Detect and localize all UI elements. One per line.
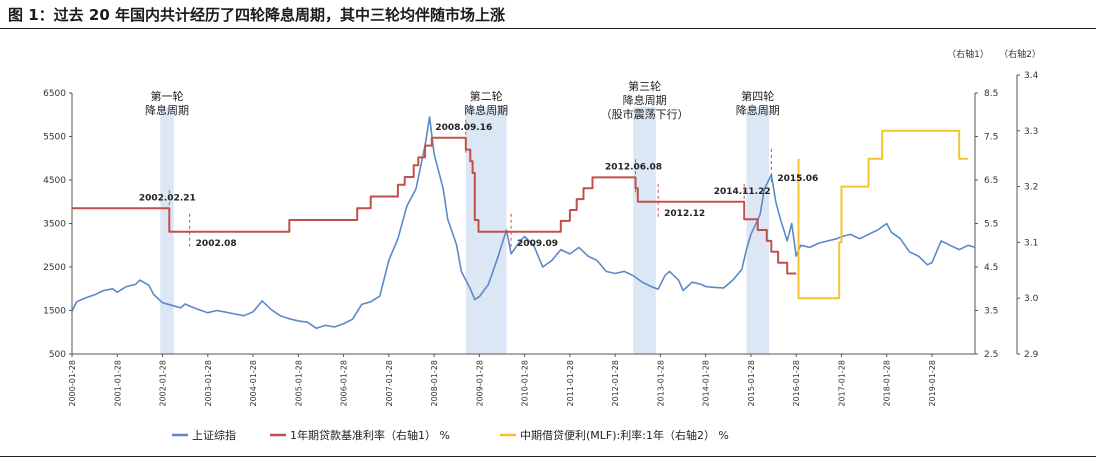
y-right1-axis-label: （右轴1） [947,48,989,60]
y-left-tick-label: 6500 [43,89,66,99]
annotation-label: 2015.06 [777,174,818,184]
cycle-bands [160,107,770,354]
x-tick-label: 2017-01-28 [837,360,846,407]
y-right1-tick-label: 5.5 [984,220,998,230]
legend-label: 上证综指 [192,428,236,442]
x-tick-label: 2003-01-28 [204,360,213,407]
x-tick-label: 2006-01-28 [340,360,349,407]
x-tick-label: 2011-01-28 [566,360,575,407]
series-line-2 [72,136,797,275]
cycle-label: 第二轮 [470,89,503,103]
x-tick-label: 2008-01-28 [430,360,439,407]
cycle-label: 降息周期 [736,103,780,117]
legend-label: 中期借贷便利(MLF):利率:1年（右轴2） % [520,428,729,442]
annotation-label: 2002.08 [196,239,237,249]
x-tick-label: 2012-01-28 [611,360,620,407]
cycle-label: 降息周期 [145,103,189,117]
y-left-tick-label: 3500 [43,220,66,230]
x-tick-label: 2005-01-28 [294,360,303,407]
y-left-tick-label: 2500 [43,263,66,273]
y-right1-tick-label: 7.5 [984,133,998,143]
x-tick-label: 2002-01-28 [159,360,168,407]
y-left-tick-label: 4500 [43,176,66,186]
y-left-tick-label: 5500 [43,133,66,143]
cycle-band [160,107,174,354]
annotation-label: 2002.02.21 [139,193,196,203]
annotation-label: 2014.11.22 [714,187,771,197]
legend-label: 1年期贷款基准利率（右轴1） % [290,428,450,442]
chart-axes: 500 1500 2500 3500 4500 5500 6500 2.5 3.5 4.5 5.5 6… [43,48,1041,407]
y-right1-tick-label: 2.5 [984,350,998,360]
cycle-label: 降息周期 [623,93,667,107]
title-rule [0,28,1096,29]
x-tick-label: 2016-01-28 [792,360,801,407]
x-tick-label: 2010-01-28 [521,360,530,407]
annotation-label: 2012.06.08 [605,162,662,172]
y-left-tick-label: 1500 [43,307,66,317]
y-right2-tick-label: 3.0 [1024,294,1039,304]
y-right1-tick-label: 3.5 [984,307,998,317]
series-lines [71,116,976,330]
y-left-tick-label: 500 [49,350,66,360]
y-right2-tick-label: 3.1 [1024,238,1038,248]
cycle-label: （股市震荡下行） [601,107,689,121]
y-right1-tick-label: 8.5 [984,89,998,99]
annotations: 2002.02.21 2002.08 2008.09.16 2009.09 2012.0… [139,119,818,250]
x-tick-label: 2015-01-28 [747,360,756,407]
series-line-1 [71,116,976,330]
x-tick-label: 2019-01-28 [928,360,937,407]
annotation-label: 2008.09.16 [435,123,492,133]
y-right2-tick-label: 2.9 [1024,350,1039,360]
x-tick-label: 2014-01-28 [702,360,711,407]
annotation-label: 2012.12 [664,209,705,219]
x-tick-label: 2018-01-28 [883,360,892,407]
bottom-rule [0,456,1096,457]
y-right2-tick-label: 3.2 [1024,183,1038,193]
cycle-label: 第三轮 [628,79,661,93]
cycle-band [465,107,507,354]
y-right1-tick-label: 4.5 [984,263,998,273]
series-line-3 [797,129,969,300]
y-right2-axis-label: （右轴2） [999,48,1041,60]
x-tick-label: 2004-01-28 [249,360,258,407]
x-tick-label: 2001-01-28 [113,360,122,407]
y-right2-tick-label: 3.4 [1024,71,1039,81]
x-tick-label: 2007-01-28 [385,360,394,407]
y-right1-tick-label: 6.5 [984,176,998,186]
cycle-label: 第四轮 [741,89,774,103]
x-tick-label: 2009-01-28 [475,360,484,407]
y-right2-tick-label: 3.3 [1024,127,1038,137]
x-tick-label: 2000-01-28 [68,360,77,407]
annotation-label: 2009.09 [517,239,558,249]
cycle-band [633,107,656,354]
legend: 上证综指 1年期贷款基准利率（右轴1） % 中期借贷便利(MLF):利率:1年（右轴… [172,428,729,442]
x-tick-label: 2013-01-28 [656,360,665,407]
cycle-label: 第一轮 [151,89,184,103]
cycle-label: 降息周期 [464,103,508,117]
chart-title: 图 1：过去 20 年国内共计经历了四轮降息周期，其中三轮均伴随市场上涨 [8,6,505,24]
